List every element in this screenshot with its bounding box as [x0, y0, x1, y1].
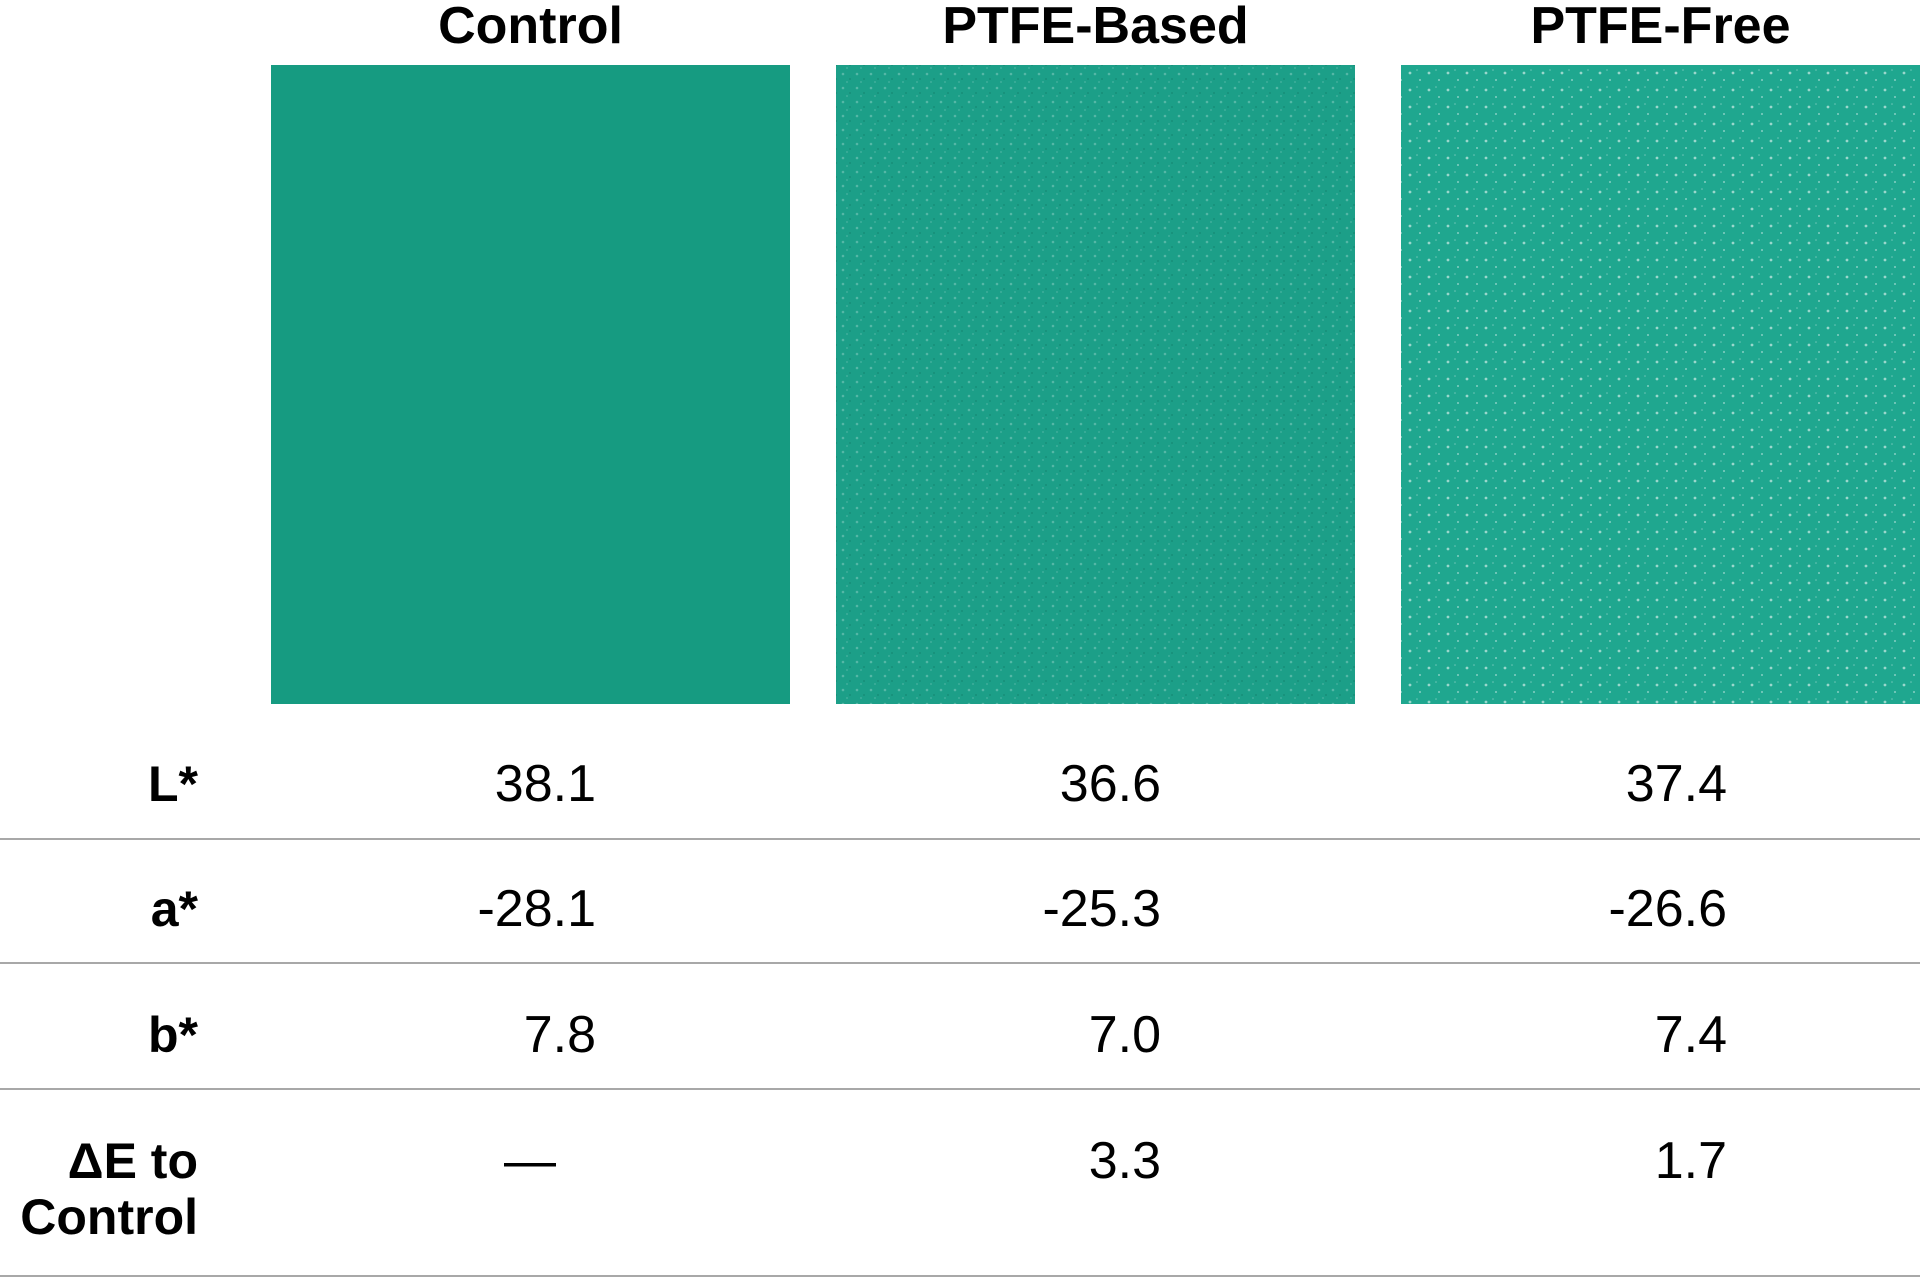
column-header: PTFE-Based	[942, 0, 1249, 55]
cell-value: —	[504, 1132, 556, 1190]
row-rule	[0, 838, 1920, 840]
row-label: b*	[148, 1007, 198, 1063]
cell-value: 7.8	[523, 1006, 596, 1064]
swatch-texture	[836, 65, 1355, 704]
column-header: Control	[438, 0, 623, 55]
sample-swatch	[271, 65, 790, 704]
cell-value: 37.4	[1625, 755, 1727, 813]
swatch-texture	[1401, 65, 1920, 704]
cell-value: 7.4	[1654, 1006, 1727, 1064]
cell-value: -26.6	[1608, 880, 1727, 938]
row-rule	[0, 962, 1920, 964]
row-label: a*	[150, 881, 198, 937]
cell-value: 3.3	[1088, 1132, 1161, 1190]
row-label: L*	[148, 756, 198, 812]
cell-value: 36.6	[1059, 755, 1161, 813]
cell-value: -25.3	[1042, 880, 1161, 938]
cell-value: 7.0	[1088, 1006, 1161, 1064]
cell-value: 38.1	[494, 755, 596, 813]
column-header: PTFE-Free	[1530, 0, 1791, 55]
cell-value: -28.1	[477, 880, 596, 938]
row-label: ΔE to Control	[20, 1133, 198, 1245]
row-rule	[0, 1275, 1920, 1277]
swatches	[271, 65, 1920, 704]
cell-value: 1.7	[1654, 1132, 1727, 1190]
row-rule	[0, 1088, 1920, 1090]
